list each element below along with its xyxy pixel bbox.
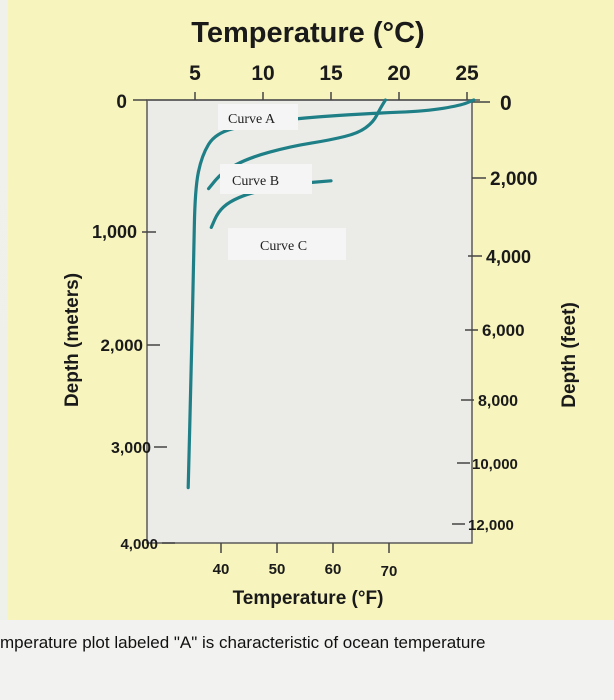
- curve-a-label: Curve A: [228, 112, 276, 127]
- curve-b-line: [207, 98, 387, 191]
- meter-tick-label: 1,000: [92, 222, 137, 242]
- celsius-tick-label: 5: [189, 62, 201, 85]
- feet-tick-label: 2,000: [490, 169, 538, 190]
- fahrenheit-tick-label: 50: [269, 561, 286, 578]
- meter-tick-label: 3,000: [111, 440, 151, 457]
- feet-tick-label: 0: [500, 92, 512, 115]
- right-axis-title: Depth (feet): [559, 302, 580, 408]
- curve-c-label: Curve C: [260, 239, 307, 254]
- feet-tick-label: 4,000: [486, 247, 531, 267]
- question-text-band: [0, 620, 614, 700]
- celsius-ticks: 5 10 15 20 25: [189, 62, 479, 100]
- curve-c-label-box: [228, 228, 346, 260]
- fahrenheit-ticks: 40 50 60 70: [213, 543, 398, 580]
- feet-tick-label: 6,000: [482, 321, 525, 340]
- feet-tick-label: 12,000: [468, 517, 514, 534]
- celsius-tick-label: 20: [387, 62, 410, 85]
- question-caption: mperature plot labeled "A" is characteri…: [0, 633, 486, 652]
- curve-b-label-box: [220, 164, 312, 194]
- meter-tick-label: 4,000: [120, 536, 158, 553]
- left-axis-title: Depth (meters): [62, 273, 83, 407]
- meter-tick-label: 2,000: [100, 336, 143, 355]
- celsius-tick-label: 15: [319, 62, 343, 85]
- fahrenheit-tick-label: 40: [213, 561, 230, 578]
- temperature-depth-chart: Temperature (°C) Temperature (°F) Depth …: [62, 17, 580, 609]
- meter-tick-label: 0: [116, 92, 127, 113]
- bottom-axis-title: Temperature (°F): [233, 588, 384, 609]
- feet-tick-label: 8,000: [478, 393, 518, 410]
- curve-a-label-box: [218, 104, 298, 130]
- fahrenheit-tick-label: 60: [325, 561, 342, 578]
- celsius-tick-label: 10: [251, 62, 274, 85]
- celsius-tick-label: 25: [455, 62, 479, 85]
- curve-labels: Curve A Curve B Curve C: [218, 104, 346, 260]
- feet-ticks: 0 2,000 4,000 6,000 8,000 10,000 12,000: [452, 92, 538, 534]
- feet-tick-label: 10,000: [472, 456, 518, 473]
- fahrenheit-tick-label: 70: [381, 563, 398, 580]
- curve-b-label: Curve B: [232, 174, 279, 189]
- meter-ticks: 0 1,000 2,000 3,000 4,000: [92, 92, 175, 553]
- top-axis-title: Temperature (°C): [191, 17, 424, 49]
